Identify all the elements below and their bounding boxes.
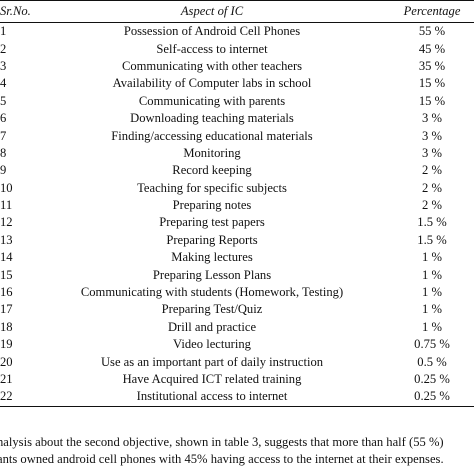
table-row: 19 Video lecturing 0.75 % (0, 336, 474, 353)
cell-percentage: 1 % (422, 267, 442, 282)
table-row: 18 Drill and practice 1 % (0, 319, 474, 336)
cell-aspect: Video lecturing (173, 337, 251, 352)
cell-aspect: Communicating with parents (138, 93, 286, 108)
cell-aspect: Preparing Lesson Plans (152, 267, 272, 282)
cell-percentage: 35 % (418, 58, 446, 73)
cell-aspect: Finding/accessing educational materials (111, 128, 313, 143)
cell-aspect: Use as an important part of daily instru… (100, 354, 324, 369)
table-row: 15 Preparing Lesson Plans 1 % (0, 266, 474, 283)
cell-percentage: 1.5 % (417, 215, 447, 230)
body-text-line: ants owned android cell phones with 45% … (0, 452, 444, 466)
table-row: 20 Use as an important part of daily inst… (0, 353, 474, 370)
table-header: Sr.No. Aspect of IC Percentage (0, 0, 474, 23)
cell-percentage: 3 % (422, 128, 442, 143)
cell-percentage: 0.5 % (417, 354, 447, 369)
table-row: 13 Preparing Reports 1.5 % (0, 232, 474, 249)
table-row: 10 Teaching for specific subjects 2 % (0, 180, 474, 197)
cell-aspect: Possession of Android Cell Phones (123, 24, 301, 39)
cell-sr-no: 13 (0, 232, 13, 247)
table-row: 9 Record keeping 2 % (0, 162, 474, 179)
table-row: 3 Communicating with other teachers 35 % (0, 58, 474, 75)
cell-aspect: Have Acquired ICT related training (122, 372, 302, 386)
table-row: 16 Communicating with students (Homework,… (0, 284, 474, 301)
cell-aspect: Preparing Test/Quiz (161, 302, 263, 317)
table-body: 1 Possession of Android Cell Phones 55 % 2 S… (0, 23, 474, 407)
body-text-line: nalysis about the second objective, show… (0, 435, 444, 449)
cell-percentage: 3 % (422, 111, 442, 126)
cell-sr-no: 8 (0, 145, 7, 160)
table-row: 5 Communicating with parents 15 % (0, 93, 474, 110)
cell-sr-no: 18 (0, 319, 13, 334)
cell-aspect: Self-access to internet (156, 41, 268, 56)
cell-aspect: Institutional access to internet (52, 388, 372, 407)
cell-sr-no: 15 (0, 267, 13, 282)
cell-percentage: 3 % (422, 145, 442, 160)
table-row: 2 Self-access to internet 45 % (0, 40, 474, 57)
cell-aspect: Availability of Computer labs in school (112, 76, 312, 91)
header-row: Sr.No. Aspect of IC Percentage (0, 0, 474, 23)
cell-sr-no: 10 (0, 180, 13, 195)
cell-sr-no: 9 (0, 163, 7, 178)
header-aspect: Aspect of IC (52, 0, 372, 23)
cell-aspect: Teaching for specific subjects (137, 180, 287, 195)
cell-aspect: Communicating with other teachers (121, 58, 303, 73)
cell-sr-no: 1 (0, 24, 7, 39)
cell-percentage: 55 % (418, 24, 446, 39)
table-row: 21 Have Acquired ICT related training 0.25… (0, 371, 474, 388)
cell-aspect: Preparing Reports (166, 232, 258, 247)
cell-sr-no: 4 (0, 76, 7, 91)
cell-percentage: 0.25 % (372, 388, 474, 407)
cell-percentage: 2 % (422, 163, 442, 178)
cell-aspect: Drill and practice (167, 319, 257, 334)
cell-sr-no: 14 (0, 250, 13, 265)
header-percentage: Percentage (372, 0, 474, 23)
cell-sr-no: 7 (0, 128, 7, 143)
cell-percentage: 1 % (422, 319, 442, 334)
cell-aspect: Making lectures (171, 250, 253, 265)
cell-sr-no: 17 (0, 302, 13, 317)
cell-percentage: 15 % (418, 93, 446, 108)
cell-sr-no: 12 (0, 215, 13, 230)
cell-percentage: 2 % (422, 180, 442, 195)
ic-aspects-table: Sr.No. Aspect of IC Percentage 1 Possessi… (0, 0, 474, 407)
cell-percentage: 45 % (418, 41, 446, 56)
table-row: 4 Availability of Computer labs in school… (0, 75, 474, 92)
cell-sr-no: 22 (0, 388, 52, 407)
cell-percentage: 0.25 % (414, 372, 450, 386)
cell-sr-no: 19 (0, 337, 13, 352)
data-table-container: Sr.No. Aspect of IC Percentage 1 Possessi… (0, 0, 474, 407)
cell-sr-no: 11 (0, 198, 13, 213)
cell-sr-no: 2 (0, 41, 7, 56)
cell-percentage: 2 % (422, 198, 442, 213)
header-sr-no: Sr.No. (0, 0, 52, 23)
table-row: 22 Institutional access to internet 0.25 % (0, 388, 474, 407)
table-row: 11 Preparing notes 2 % (0, 197, 474, 214)
body-text-excerpt: nalysis about the second objective, show… (0, 434, 474, 468)
table-row: 14 Making lectures 1 % (0, 249, 474, 266)
cell-sr-no: 21 (0, 372, 13, 386)
cell-percentage: 0.75 % (414, 337, 450, 352)
table-row: 1 Possession of Android Cell Phones 55 % (0, 23, 474, 41)
cell-aspect: Preparing notes (172, 198, 252, 213)
table-row: 12 Preparing test papers 1.5 % (0, 214, 474, 231)
cell-sr-no: 20 (0, 354, 13, 369)
cell-percentage: 1 % (422, 302, 442, 317)
table-row: 7 Finding/accessing educational materials… (0, 127, 474, 144)
cell-percentage: 1.5 % (417, 232, 447, 247)
cell-aspect: Communicating with students (Homework, T… (80, 285, 344, 300)
cell-percentage: 1 % (422, 250, 442, 265)
cell-sr-no: 5 (0, 93, 7, 108)
cell-aspect: Downloading teaching materials (130, 111, 294, 126)
cell-sr-no: 3 (0, 58, 7, 73)
table-row: 8 Monitoring 3 % (0, 145, 474, 162)
cell-sr-no: 16 (0, 285, 13, 300)
cell-sr-no: 6 (0, 111, 7, 126)
cell-percentage: 1 % (422, 285, 442, 300)
table-row: 6 Downloading teaching materials 3 % (0, 110, 474, 127)
cell-percentage: 15 % (418, 76, 446, 91)
cell-aspect: Record keeping (172, 163, 252, 178)
cell-aspect: Monitoring (183, 145, 241, 160)
cell-aspect: Preparing test papers (159, 215, 265, 230)
table-row: 17 Preparing Test/Quiz 1 % (0, 301, 474, 318)
